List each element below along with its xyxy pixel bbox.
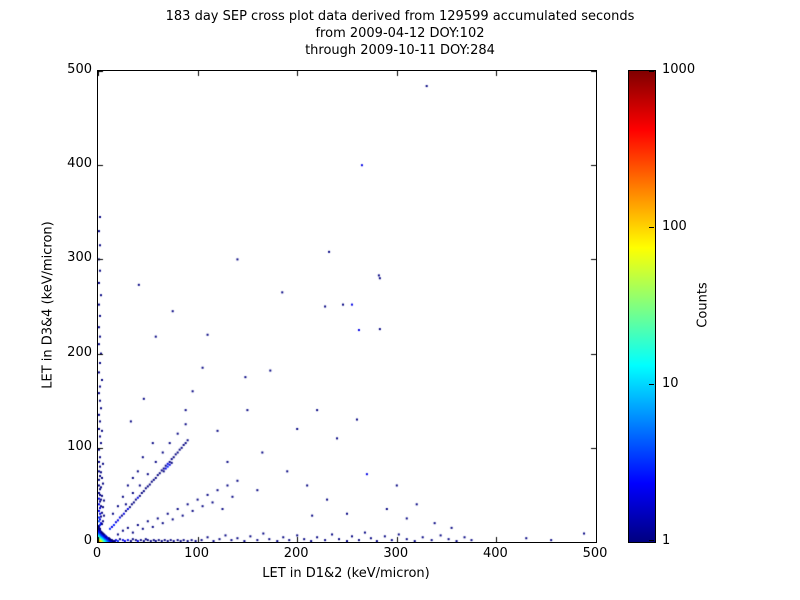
y-tick-label: 100 [67, 438, 92, 454]
colorbar [628, 70, 656, 543]
x-tick-label: 400 [482, 546, 508, 561]
y-tick-label: 300 [67, 250, 92, 266]
x-tick-label: 300 [383, 546, 409, 561]
x-tick-label: 500 [582, 546, 608, 561]
y-tick-label: 0 [83, 533, 92, 548]
chart-title-line-2: from 2009-04-12 DOY:102 [315, 26, 485, 41]
colorbar-tick-label: 10 [662, 376, 679, 391]
x-tick-label: 200 [283, 546, 309, 561]
plot-area [97, 70, 597, 543]
chart-title: 183 day SEP cross plot data derived from… [0, 8, 800, 59]
colorbar-tick-label: 100 [662, 219, 687, 234]
y-tick-label: 400 [67, 156, 92, 172]
chart-title-line-3: through 2009-10-11 DOY:284 [305, 43, 495, 58]
colorbar-tick-label: 1 [662, 533, 671, 548]
scatter-canvas [98, 71, 596, 542]
y-tick-label: 500 [67, 62, 92, 77]
chart-title-line-1: 183 day SEP cross plot data derived from… [165, 9, 635, 24]
colorbar-tick-label: 1000 [662, 62, 696, 77]
colorbar-label: Counts [695, 282, 711, 328]
x-tick-label: 100 [184, 546, 209, 561]
x-tick-label: 0 [92, 546, 102, 561]
x-axis-label: LET in D1&2 (keV/micron) [262, 566, 430, 581]
y-axis-label: LET in D3&4 (keV/micron) [40, 221, 56, 389]
y-tick-label: 200 [67, 344, 92, 360]
